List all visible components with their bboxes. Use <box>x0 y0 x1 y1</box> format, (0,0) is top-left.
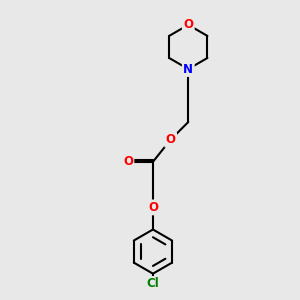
Text: O: O <box>148 201 158 214</box>
Text: Cl: Cl <box>147 278 159 290</box>
Text: O: O <box>166 133 176 146</box>
Text: N: N <box>183 62 193 76</box>
Text: O: O <box>123 155 133 168</box>
Text: O: O <box>183 18 193 32</box>
